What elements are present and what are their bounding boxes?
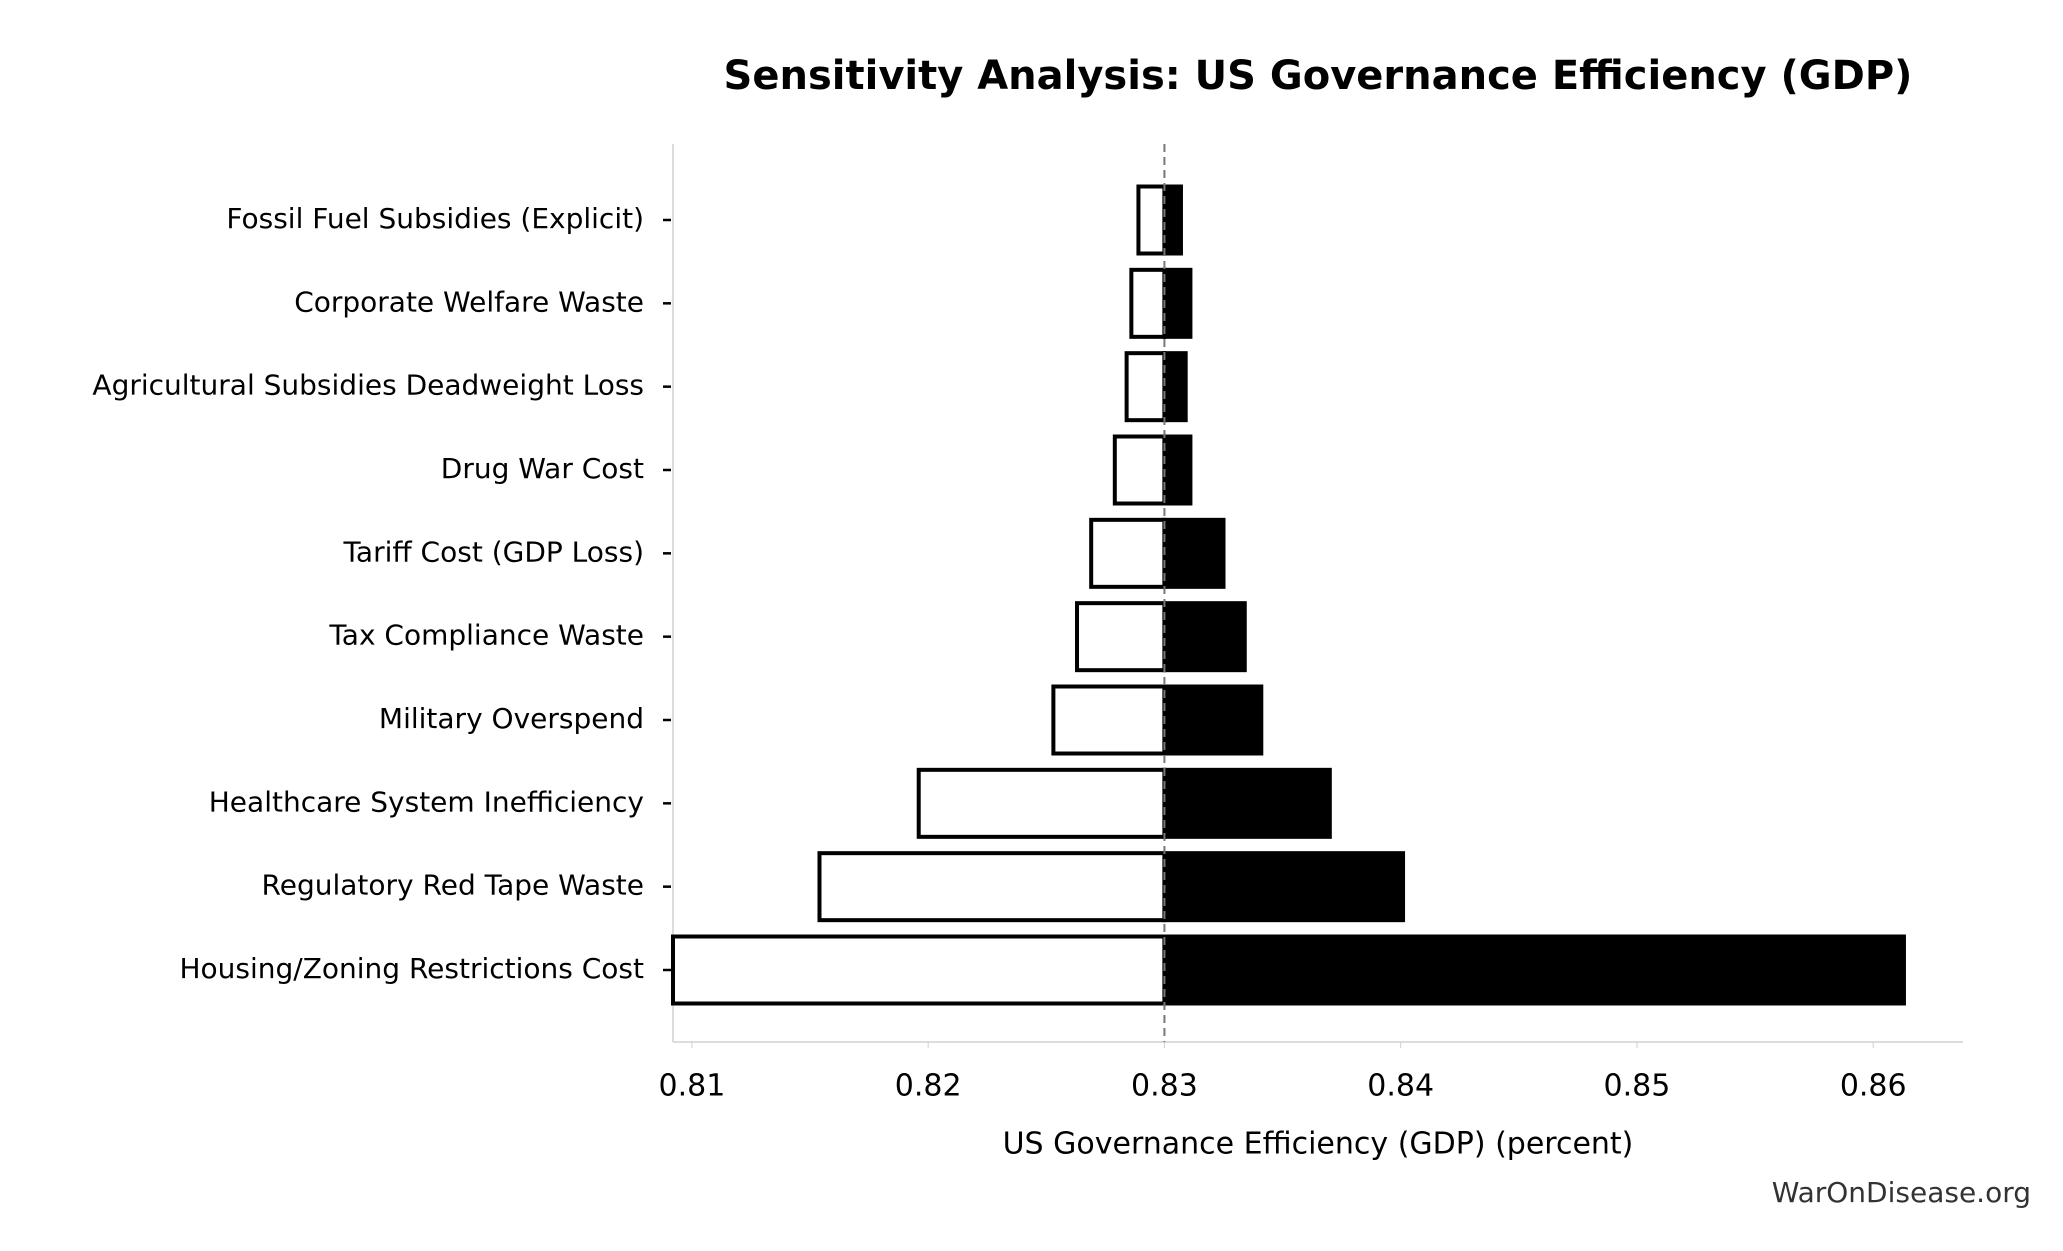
x-tick-label: 0.85 xyxy=(1604,1069,1671,1104)
bar xyxy=(1162,684,1264,756)
bar xyxy=(1089,517,1167,589)
y-tick-label: Military Overspend xyxy=(379,702,644,735)
bar xyxy=(1162,767,1332,839)
bar xyxy=(1162,434,1193,506)
bar xyxy=(1162,351,1188,423)
bar xyxy=(1124,351,1167,423)
y-tick-label: Regulatory Red Tape Waste xyxy=(262,869,644,902)
x-tick-label: 0.82 xyxy=(895,1069,962,1104)
bar xyxy=(1162,267,1193,339)
bar xyxy=(1162,517,1226,589)
chart-title: Sensitivity Analysis: US Governance Effi… xyxy=(724,53,1913,99)
bar xyxy=(1129,267,1167,339)
y-tick-label: Corporate Welfare Waste xyxy=(294,285,644,318)
x-tick-label: 0.86 xyxy=(1840,1069,1907,1104)
y-tick-label: Healthcare System Inefficiency xyxy=(209,785,644,818)
bar xyxy=(817,851,1167,923)
bar xyxy=(671,934,1167,1006)
x-tick-label: 0.84 xyxy=(1367,1069,1434,1104)
x-tick-label: 0.83 xyxy=(1131,1069,1198,1104)
bar xyxy=(1162,601,1247,673)
bar xyxy=(1162,934,1906,1006)
y-tick-label: Agricultural Subsidies Deadweight Loss xyxy=(92,369,644,402)
bar xyxy=(1112,434,1167,506)
bar xyxy=(1051,684,1167,756)
bar xyxy=(916,767,1167,839)
x-axis-label: US Governance Efficiency (GDP) (percent) xyxy=(1003,1127,1634,1162)
y-tick-label: Fossil Fuel Subsidies (Explicit) xyxy=(226,202,644,235)
bar xyxy=(1136,184,1167,256)
y-tick-label: Tax Compliance Waste xyxy=(328,619,644,652)
y-tick-label: Housing/Zoning Restrictions Cost xyxy=(179,952,644,985)
y-tick-label: Drug War Cost xyxy=(441,452,644,485)
bar xyxy=(1075,601,1167,673)
y-tick-label: Tariff Cost (GDP Loss) xyxy=(342,535,644,568)
bar xyxy=(1162,851,1406,923)
watermark: WarOnDisease.org xyxy=(1772,1176,2031,1209)
x-tick-label: 0.81 xyxy=(659,1069,726,1104)
bar xyxy=(1162,184,1183,256)
